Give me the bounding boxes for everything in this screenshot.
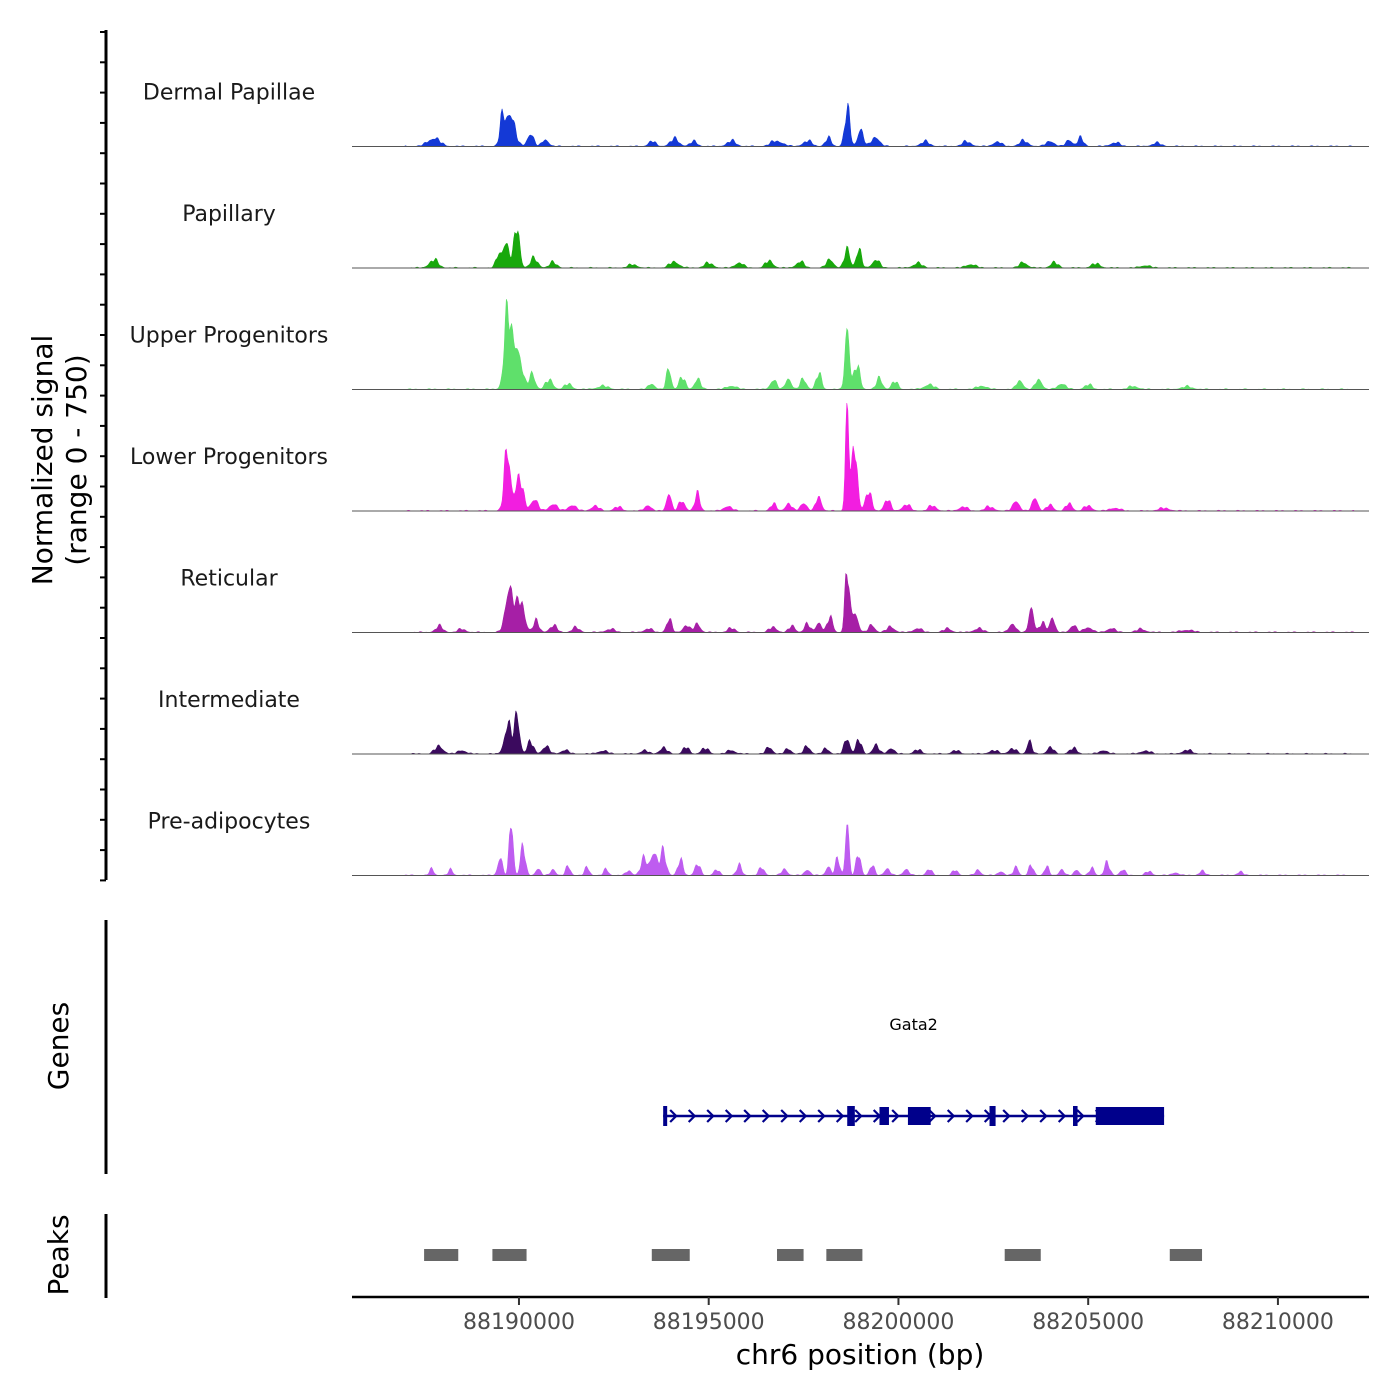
strand-arrow — [706, 1109, 715, 1123]
coverage-tracks: Dermal Papillae Papillary Upper Progenitor… — [130, 81, 1369, 876]
peak-region — [424, 1249, 459, 1261]
strand-arrow — [1057, 1109, 1067, 1123]
coverage-area — [404, 402, 1355, 512]
track-label: Upper Progenitors — [130, 324, 329, 349]
track-label: Pre-adipocytes — [148, 810, 311, 835]
track-upper-progenitors: Upper Progenitors — [130, 299, 1369, 390]
gene-exon — [847, 1106, 855, 1126]
strand-arrow — [798, 1109, 808, 1123]
x-axis-ticks: 88190000 88195000 88200000 88205000 88210000 — [463, 1297, 1334, 1335]
strand-arrow — [724, 1109, 734, 1123]
strand-arrow — [891, 1109, 900, 1123]
strand-arrow — [743, 1109, 752, 1123]
track-label: Reticular — [180, 567, 278, 592]
gene-gata2: Gata2 — [663, 1015, 1165, 1126]
gene-exon — [1073, 1106, 1078, 1126]
strand-arrow — [780, 1109, 789, 1123]
track-label: Lower Progenitors — [130, 445, 328, 470]
track-intermediate: Intermediate — [158, 688, 1369, 755]
coverage-area — [404, 230, 1355, 269]
peak-region — [826, 1249, 863, 1261]
y-axis-title-line2: (range 0 - 750) — [60, 354, 93, 565]
gene-exon — [989, 1106, 996, 1126]
gene-exon — [663, 1106, 668, 1126]
strand-arrow — [761, 1109, 771, 1123]
strand-arrow — [946, 1109, 956, 1123]
strand-arrow — [817, 1109, 826, 1123]
strand-arrow — [1020, 1109, 1030, 1123]
x-tick-label: 88210000 — [1222, 1310, 1334, 1335]
gene-exon — [907, 1107, 931, 1125]
strand-arrow — [854, 1109, 863, 1123]
track-reticular: Reticular — [180, 567, 1369, 633]
x-tick-label: 88190000 — [463, 1310, 575, 1335]
gene-exon — [1095, 1107, 1165, 1125]
coverage-y-ticks — [100, 31, 106, 882]
peak-region — [1004, 1249, 1041, 1261]
strand-arrow — [928, 1109, 937, 1123]
track-label: Intermediate — [158, 688, 300, 713]
track-lower-progenitors: Lower Progenitors — [130, 402, 1369, 512]
coverage-area — [404, 573, 1355, 633]
coverage-area — [404, 299, 1355, 390]
strand-arrow — [1039, 1109, 1048, 1123]
strand-arrow — [965, 1109, 974, 1123]
strand-arrow — [835, 1109, 845, 1123]
peak-region — [1169, 1249, 1203, 1261]
genes-panel-label: Genes — [42, 1002, 75, 1090]
peak-region — [492, 1249, 527, 1261]
strand-arrow — [1002, 1109, 1011, 1123]
track-papillary: Papillary — [182, 202, 1369, 269]
x-tick-label: 88205000 — [1032, 1310, 1144, 1335]
strand-arrow — [1076, 1109, 1085, 1123]
coverage-area — [404, 824, 1355, 876]
track-dermal-papillae: Dermal Papillae — [143, 81, 1369, 147]
track-label: Papillary — [182, 202, 276, 227]
track-pre-adipocytes: Pre-adipocytes — [148, 810, 1369, 876]
gene-label: Gata2 — [889, 1015, 937, 1034]
track-label: Dermal Papillae — [143, 81, 315, 106]
peak-region — [651, 1249, 690, 1261]
peak-regions — [424, 1249, 1203, 1261]
x-tick-label: 88200000 — [842, 1310, 954, 1335]
peak-region — [777, 1249, 804, 1261]
x-axis-title: chr6 position (bp) — [736, 1338, 985, 1371]
y-axis-title-line1: Normalized signal — [26, 335, 59, 586]
strand-arrow — [687, 1109, 697, 1123]
strand-arrow — [669, 1109, 678, 1123]
coverage-area — [405, 710, 1355, 755]
gene-exon — [879, 1107, 889, 1125]
gene-models: Gata2 — [663, 1015, 1165, 1126]
peaks-panel-label: Peaks — [42, 1214, 75, 1295]
x-tick-label: 88195000 — [653, 1310, 765, 1335]
coverage-area — [404, 102, 1355, 147]
